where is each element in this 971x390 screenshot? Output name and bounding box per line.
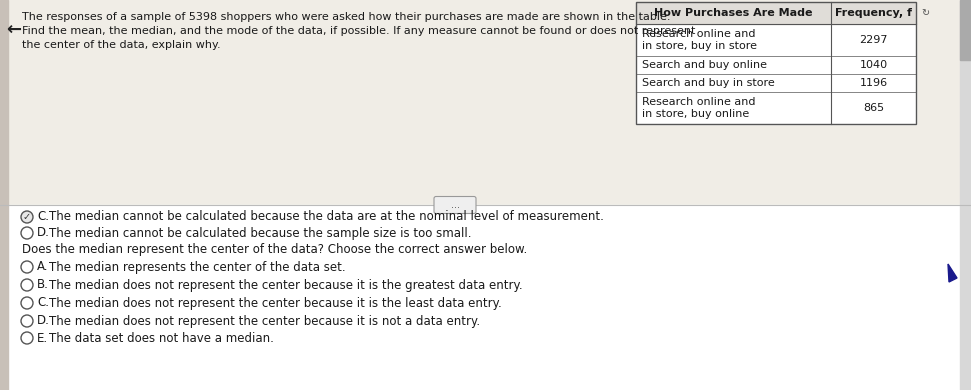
Circle shape	[21, 261, 33, 273]
Text: ✓: ✓	[23, 212, 31, 222]
Text: Research online and
in store, buy online: Research online and in store, buy online	[642, 97, 755, 119]
Circle shape	[21, 211, 33, 223]
Text: ←: ←	[7, 21, 21, 39]
Text: Research online and
in store, buy in store: Research online and in store, buy in sto…	[642, 29, 757, 51]
Bar	[636, 24, 916, 56]
Text: D.: D.	[37, 314, 50, 328]
Bar	[636, 56, 916, 74]
Circle shape	[21, 297, 33, 309]
FancyBboxPatch shape	[434, 197, 476, 213]
Text: A.: A.	[37, 261, 49, 273]
Text: The median cannot be calculated because the data are at the nominal level of mea: The median cannot be calculated because …	[49, 211, 604, 223]
Bar	[0, 0, 971, 205]
Circle shape	[21, 227, 33, 239]
Polygon shape	[948, 264, 957, 282]
Text: ...: ...	[451, 200, 459, 210]
Text: The median does not represent the center because it is not a data entry.: The median does not represent the center…	[49, 314, 480, 328]
Bar	[0, 0, 8, 390]
Text: Find the mean, the median, and the mode of the data, if possible. If any measure: Find the mean, the median, and the mode …	[22, 26, 695, 36]
Text: Search and buy online: Search and buy online	[642, 60, 767, 70]
Bar	[0, 205, 971, 390]
Circle shape	[21, 332, 33, 344]
Circle shape	[21, 315, 33, 327]
Text: the center of the data, explain why.: the center of the data, explain why.	[22, 40, 220, 50]
Text: ↻: ↻	[921, 8, 929, 18]
Text: Does the median represent the center of the data? Choose the correct answer belo: Does the median represent the center of …	[22, 243, 527, 255]
Text: D.: D.	[37, 227, 50, 239]
Bar	[636, 74, 916, 92]
Circle shape	[21, 279, 33, 291]
Text: How Purchases Are Made: How Purchases Are Made	[654, 8, 813, 18]
Text: E.: E.	[37, 332, 49, 344]
Text: C.: C.	[37, 296, 49, 310]
Text: 865: 865	[863, 103, 884, 113]
Bar	[636, 2, 916, 124]
Bar	[636, 2, 916, 124]
Text: The median represents the center of the data set.: The median represents the center of the …	[49, 261, 346, 273]
Text: Frequency, f: Frequency, f	[835, 8, 912, 18]
Text: The responses of a sample of 5398 shoppers who were asked how their purchases ar: The responses of a sample of 5398 shoppe…	[22, 12, 671, 22]
Text: The median does not represent the center because it is the least data entry.: The median does not represent the center…	[49, 296, 502, 310]
Text: The data set does not have a median.: The data set does not have a median.	[49, 332, 274, 344]
Text: 1196: 1196	[859, 78, 887, 88]
Text: B.: B.	[37, 278, 49, 291]
Bar	[960, 0, 971, 60]
Text: C.: C.	[37, 211, 49, 223]
Bar	[960, 0, 971, 390]
Bar	[636, 2, 916, 24]
Text: The median cannot be calculated because the sample size is too small.: The median cannot be calculated because …	[49, 227, 472, 239]
Bar	[636, 92, 916, 124]
Text: 2297: 2297	[859, 35, 887, 45]
Text: The median does not represent the center because it is the greatest data entry.: The median does not represent the center…	[49, 278, 522, 291]
Text: Search and buy in store: Search and buy in store	[642, 78, 775, 88]
Text: 1040: 1040	[859, 60, 887, 70]
